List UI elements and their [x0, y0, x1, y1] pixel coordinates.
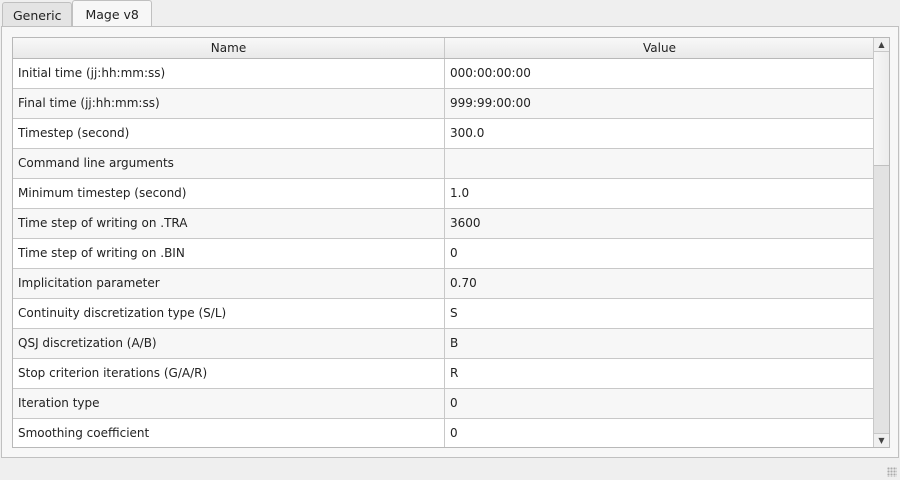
table-row[interactable]: Stop criterion iterations (G/A/R) R: [13, 359, 874, 389]
param-name: QSJ discretization (A/B): [13, 329, 445, 358]
table-row[interactable]: Implicitation parameter 0.70: [13, 269, 874, 299]
param-value[interactable]: 0: [450, 426, 458, 440]
table-row[interactable]: Iteration type 0: [13, 389, 874, 419]
param-name: Initial time (jj:hh:mm:ss): [13, 59, 445, 88]
size-grip-icon[interactable]: [887, 467, 897, 477]
table-header: Name Value: [13, 38, 874, 59]
param-value[interactable]: 1.0: [450, 186, 470, 200]
param-name: Minimum timestep (second): [13, 179, 445, 208]
table-row[interactable]: Final time (jj:hh:mm:ss) 999:99:00:00: [13, 89, 874, 119]
param-value[interactable]: B: [450, 336, 459, 350]
param-value[interactable]: 000:00:00:00: [450, 66, 531, 80]
param-value[interactable]: 0: [450, 396, 458, 410]
table-row[interactable]: Timestep (second) 300.0: [13, 119, 874, 149]
param-name: Implicitation parameter: [13, 269, 445, 298]
scroll-up-icon[interactable]: ▲: [874, 38, 889, 52]
scrollbar-handle[interactable]: [874, 52, 889, 166]
scroll-down-icon[interactable]: ▼: [874, 433, 889, 447]
table-row[interactable]: Smoothing coefficient 0: [13, 419, 874, 447]
table-row[interactable]: Initial time (jj:hh:mm:ss) 000:00:00:00: [13, 59, 874, 89]
param-name: Command line arguments: [13, 149, 445, 178]
parameters-table: Name Value Initial time (jj:hh:mm:ss) 000…: [12, 37, 890, 448]
table-row[interactable]: Continuity discretization type (S/L) S: [13, 299, 874, 329]
param-name: Final time (jj:hh:mm:ss): [13, 89, 445, 118]
param-name: Iteration type: [13, 389, 445, 418]
tab-panel: Name Value Initial time (jj:hh:mm:ss) 000…: [1, 26, 899, 458]
param-value[interactable]: [445, 149, 874, 178]
param-value[interactable]: 300.0: [450, 126, 485, 140]
param-value[interactable]: 0.70: [450, 276, 477, 290]
param-name: Time step of writing on .BIN: [13, 239, 445, 268]
param-value[interactable]: S: [450, 306, 458, 320]
table-row[interactable]: QSJ discretization (A/B) B: [13, 329, 874, 359]
param-name: Stop criterion iterations (G/A/R): [13, 359, 445, 388]
param-value[interactable]: 3600: [450, 216, 481, 230]
param-name: Timestep (second): [13, 119, 445, 148]
param-name: Time step of writing on .TRA: [13, 209, 445, 238]
vertical-scrollbar[interactable]: ▲ ▼: [873, 38, 889, 447]
param-name: Continuity discretization type (S/L): [13, 299, 445, 328]
param-value[interactable]: 0: [450, 246, 458, 260]
table-row[interactable]: Time step of writing on .TRA 3600: [13, 209, 874, 239]
tab-mage-v8[interactable]: Mage v8: [72, 0, 152, 27]
param-value[interactable]: R: [450, 366, 459, 380]
param-value[interactable]: 999:99:00:00: [450, 96, 531, 110]
tab-generic[interactable]: Generic: [2, 2, 73, 27]
column-header-name[interactable]: Name: [13, 38, 445, 58]
table-row[interactable]: Command line arguments: [13, 149, 874, 179]
table-row[interactable]: Time step of writing on .BIN 0: [13, 239, 874, 269]
param-name: Smoothing coefficient: [13, 419, 445, 447]
table-row[interactable]: Minimum timestep (second) 1.0: [13, 179, 874, 209]
tab-bar: Generic Mage v8: [2, 0, 152, 27]
column-header-value[interactable]: Value: [643, 41, 676, 55]
